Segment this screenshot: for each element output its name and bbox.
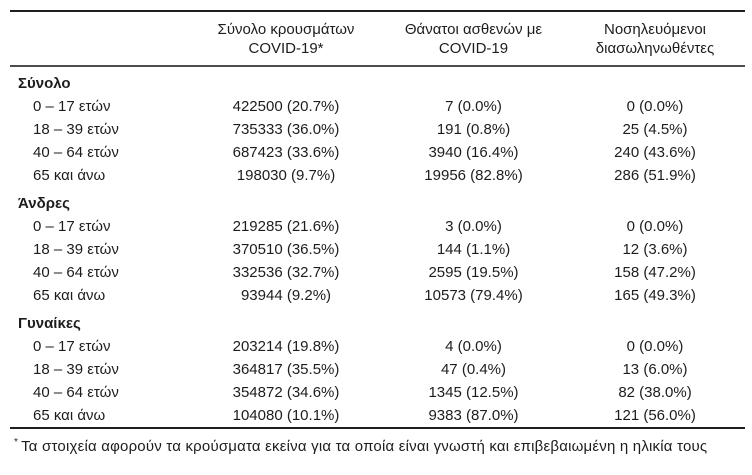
cases-cell: 370510 (36.5%) [232,241,340,258]
header-row: Σύνολο κρουσμάτων COVID-19* Θάνατοι ασθε… [10,11,745,67]
cases-cell: 422500 (20.7%) [232,98,340,115]
cases-cell: 203214 (19.8%) [232,338,340,355]
intubated-cell: 158 (47.2%) [614,264,696,281]
header-total-cases: Σύνολο κρουσμάτων COVID-19* [190,11,382,67]
deaths-cell: 10573 (79.4%) [424,287,523,304]
section-title-women: Γυναίκες [18,315,81,332]
deaths-cell: 1345 (12.5%) [428,384,519,401]
age-cell: 0 – 17 ετών [33,338,111,355]
cases-cell: 219285 (21.6%) [232,218,340,235]
table-row: 0 – 17 ετών 219285 (21.6%) 3 (0.0%) 0 (0… [10,215,745,238]
deaths-cell: 2595 (19.5%) [428,264,519,281]
age-cell: 40 – 64 ετών [33,144,119,161]
intubated-cell: 0 (0.0%) [626,338,684,355]
table-row: 40 – 64 ετών 687423 (33.6%) 3940 (16.4%)… [10,141,745,164]
table-row: 18 – 39 ετών 735333 (36.0%) 191 (0.8%) 2… [10,118,745,141]
footnote: * Τα στοιχεία αφορούν τα κρούσματα εκείνα… [10,434,749,456]
cases-cell: 104080 (10.1%) [232,407,340,424]
section-title-total: Σύνολο [18,75,71,92]
cases-cell: 687423 (33.6%) [232,144,340,161]
table-row: 18 – 39 ετών 370510 (36.5%) 144 (1.1%) 1… [10,238,745,261]
age-cell: 18 – 39 ετών [33,121,119,138]
cases-cell: 364817 (35.5%) [232,361,340,378]
section-row-women: Γυναίκες [10,307,745,335]
table-row: 0 – 17 ετών 203214 (19.8%) 4 (0.0%) 0 (0… [10,335,745,358]
covid-age-statistics-table: Σύνολο κρουσμάτων COVID-19* Θάνατοι ασθε… [10,10,745,429]
header-deaths-line2: COVID-19 [438,40,509,57]
table-row: 65 και άνω 93944 (9.2%) 10573 (79.4%) 16… [10,284,745,307]
cases-cell: 354872 (34.6%) [232,384,340,401]
section-row-men: Άνδρες [10,187,745,215]
deaths-cell: 47 (0.4%) [440,361,507,378]
age-cell: 65 και άνω [33,407,106,424]
deaths-cell: 3 (0.0%) [445,218,502,235]
age-cell: 65 και άνω [33,287,106,304]
footnote-text: Τα στοιχεία αφορούν τα κρούσματα εκείνα … [21,438,708,455]
intubated-cell: 0 (0.0%) [626,218,684,235]
age-cell: 40 – 64 ετών [33,384,119,401]
age-cell: 0 – 17 ετών [33,98,111,115]
intubated-cell: 240 (43.6%) [614,144,696,161]
deaths-cell: 191 (0.8%) [436,121,511,138]
intubated-cell: 82 (38.0%) [618,384,692,401]
deaths-cell: 7 (0.0%) [445,98,502,115]
age-cell: 40 – 64 ετών [33,264,119,281]
age-cell: 18 – 39 ετών [33,361,119,378]
table-row: 18 – 39 ετών 364817 (35.5%) 47 (0.4%) 13… [10,358,745,381]
header-total-cases-line2: COVID-19* [248,40,324,57]
header-deaths-line1: Θάνατοι ασθενών με [404,21,543,38]
age-cell: 65 και άνω [33,167,106,184]
cases-cell: 735333 (36.0%) [232,121,340,138]
table-row: 65 και άνω 198030 (9.7%) 19956 (82.8%) 2… [10,164,745,187]
header-total-cases-line1: Σύνολο κρουσμάτων [217,21,355,38]
section-title-men: Άνδρες [18,195,70,212]
age-cell: 0 – 17 ετών [33,218,111,235]
header-empty-cell [10,11,190,67]
deaths-cell: 19956 (82.8%) [424,167,523,184]
intubated-cell: 286 (51.9%) [614,167,696,184]
intubated-cell: 12 (3.6%) [622,241,688,258]
covid-age-report-page: Σύνολο κρουσμάτων COVID-19* Θάνατοι ασθε… [10,10,749,456]
deaths-cell: 9383 (87.0%) [428,407,519,424]
table-row: 40 – 64 ετών 332536 (32.7%) 2595 (19.5%)… [10,261,745,284]
table-row: 40 – 64 ετών 354872 (34.6%) 1345 (12.5%)… [10,381,745,404]
intubated-cell: 165 (49.3%) [614,287,696,304]
deaths-cell: 3940 (16.4%) [428,144,519,161]
age-cell: 18 – 39 ετών [33,241,119,258]
header-intubated: Νοσηλευόμενοι διασωληνωθέντες [565,11,745,67]
table-row: 0 – 17 ετών 422500 (20.7%) 7 (0.0%) 0 (0… [10,95,745,118]
intubated-cell: 121 (56.0%) [614,407,696,424]
intubated-cell: 13 (6.0%) [622,361,688,378]
footnote-asterisk: * [14,437,19,448]
deaths-cell: 4 (0.0%) [445,338,502,355]
cases-cell: 198030 (9.7%) [236,167,336,184]
deaths-cell: 144 (1.1%) [436,241,511,258]
section-row-total: Σύνολο [10,66,745,95]
header-intubated-line1: Νοσηλευόμενοι [603,21,706,38]
header-deaths: Θάνατοι ασθενών με COVID-19 [382,11,565,67]
table-row: 65 και άνω 104080 (10.1%) 9383 (87.0%) 1… [10,404,745,428]
cases-cell: 332536 (32.7%) [232,264,340,281]
intubated-cell: 0 (0.0%) [626,98,684,115]
intubated-cell: 25 (4.5%) [622,121,688,138]
header-intubated-line2: διασωληνωθέντες [595,40,715,57]
cases-cell: 93944 (9.2%) [240,287,332,304]
